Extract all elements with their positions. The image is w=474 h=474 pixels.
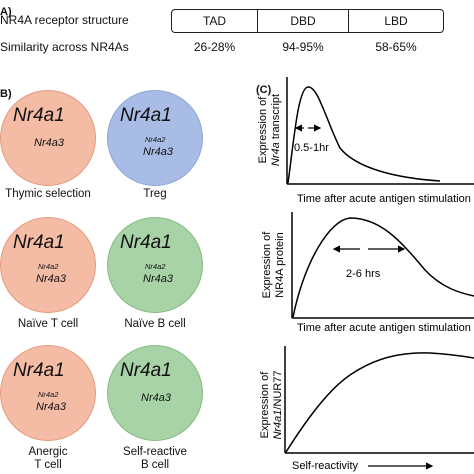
cell-circle: Nr4a1 Nr4a2 Nr4a3 bbox=[0, 345, 96, 441]
svg-text:Nr4a transcript: Nr4a transcript bbox=[270, 94, 282, 166]
cell-circle: Nr4a1 Nr4a3 bbox=[0, 90, 96, 186]
plot2-ylabel-line1: Expression of bbox=[261, 231, 273, 299]
plot3-curve bbox=[285, 352, 474, 453]
gene-nr4a1-label: Nr4a1 bbox=[13, 232, 65, 253]
plot1-ylabel-line1: Expression of bbox=[257, 96, 269, 164]
gene-nr4a1-label: Nr4a1 bbox=[13, 360, 65, 381]
similarity-dbd: 94-95% bbox=[282, 40, 324, 54]
gene-nr4a3-label: Nr4a3 bbox=[143, 273, 173, 285]
cell-label-line2: B cell bbox=[140, 459, 170, 471]
plot3-ylabel-line1: Expression of bbox=[259, 371, 271, 439]
domain-dbd-label: DBD bbox=[290, 14, 316, 28]
cell-label: Thymic selection bbox=[0, 188, 103, 201]
gene-nr4a2-label: Nr4a2 bbox=[38, 262, 59, 271]
cell-circle: Nr4a1 Nr4a2 Nr4a3 bbox=[107, 217, 203, 313]
cell-label-line2: T cell bbox=[34, 459, 62, 471]
svg-text:Nr4a1/NUR77: Nr4a1/NUR77 bbox=[272, 370, 284, 439]
gene-nr4a1-label: Nr4a1 bbox=[120, 232, 172, 253]
domain-lbd-label: LBD bbox=[384, 14, 408, 28]
plot3-ylabel-italic: Nr4a1 bbox=[272, 410, 284, 440]
plot3-xlabel: Self-reactivity bbox=[292, 460, 359, 472]
panel-a-letter: A) bbox=[0, 6, 12, 18]
cell-label-line1: Thymic selection bbox=[5, 188, 91, 200]
gene-nr4a1-label: Nr4a1 bbox=[120, 105, 172, 126]
gene-nr4a1-label: Nr4a1 bbox=[120, 360, 172, 381]
cell-label-line1: Naïve T cell bbox=[17, 318, 79, 330]
gene-nr4a3-label: Nr4a3 bbox=[143, 146, 173, 158]
gene-nr4a2-label: Nr4a2 bbox=[145, 135, 166, 144]
cell-label-line1: Anergic bbox=[28, 446, 68, 458]
structure-label: NR4A receptor structure bbox=[0, 13, 129, 27]
gene-nr4a3-label: Nr4a3 bbox=[34, 137, 64, 149]
gene-nr4a2-label: Nr4a2 bbox=[38, 390, 59, 399]
plot1-annotation: 0.5-1hr bbox=[294, 142, 329, 154]
plot2-xlabel: Time after acute antigen stimulation bbox=[297, 322, 471, 334]
plot-transcript: 0.5-1hr Time after acute antigen stimula… bbox=[257, 77, 474, 205]
gene-nr4a1-label: Nr4a1 bbox=[13, 105, 65, 126]
plot2-curve bbox=[292, 217, 474, 318]
cell-label: Anergic T cell bbox=[0, 446, 103, 472]
gene-nr4a3-label: Nr4a3 bbox=[36, 401, 66, 413]
plot3-ylabel-post: /NUR77 bbox=[272, 370, 284, 409]
plot2-ylabel-line2: NR4A protein bbox=[274, 232, 286, 297]
cell-label: Naïve T cell bbox=[0, 318, 103, 331]
plot1-xlabel: Time after acute antigen stimulation bbox=[297, 193, 471, 205]
plot1-curve bbox=[287, 86, 441, 184]
plot1-ylabel-post: transcript bbox=[270, 94, 282, 142]
plot1-ylabel-italic: Nr4a bbox=[270, 142, 282, 166]
cell-label: Treg bbox=[100, 188, 210, 201]
similarity-label: Similarity across NR4As bbox=[0, 40, 129, 54]
gene-nr4a3-label: Nr4a3 bbox=[141, 392, 171, 404]
gene-nr4a2-label: Nr4a2 bbox=[145, 262, 166, 271]
plot-protein: 2-6 hrs Time after acute antigen stimula… bbox=[261, 212, 474, 334]
plot-self-reactivity: Self-reactivity Expression of Nr4a1/NUR7… bbox=[259, 346, 474, 472]
cell-label: Naïve B cell bbox=[100, 318, 210, 331]
panel-c-letter: (C) bbox=[256, 84, 272, 96]
cell-label-line1: Self-reactive bbox=[123, 446, 187, 458]
cell-circle: Nr4a1 Nr4a2 Nr4a3 bbox=[0, 217, 96, 313]
domain-tad-label: TAD bbox=[202, 14, 227, 28]
cell-label-line1: Naïve B cell bbox=[124, 318, 186, 330]
plot2-annotation: 2-6 hrs bbox=[346, 268, 381, 280]
panel-b-letter: B) bbox=[0, 88, 12, 100]
similarity-tad: 26-28% bbox=[193, 40, 236, 54]
cell-label-line1: Treg bbox=[143, 188, 167, 200]
similarity-lbd: 58-65% bbox=[375, 40, 417, 54]
domain-lbd: LBD bbox=[348, 9, 444, 33]
gene-nr4a3-label: Nr4a3 bbox=[36, 273, 66, 285]
cell-label: Self-reactive B cell bbox=[100, 446, 210, 472]
cell-circle: Nr4a1 Nr4a2 Nr4a3 bbox=[107, 90, 203, 186]
cell-circle: Nr4a1 Nr4a3 bbox=[107, 345, 203, 441]
